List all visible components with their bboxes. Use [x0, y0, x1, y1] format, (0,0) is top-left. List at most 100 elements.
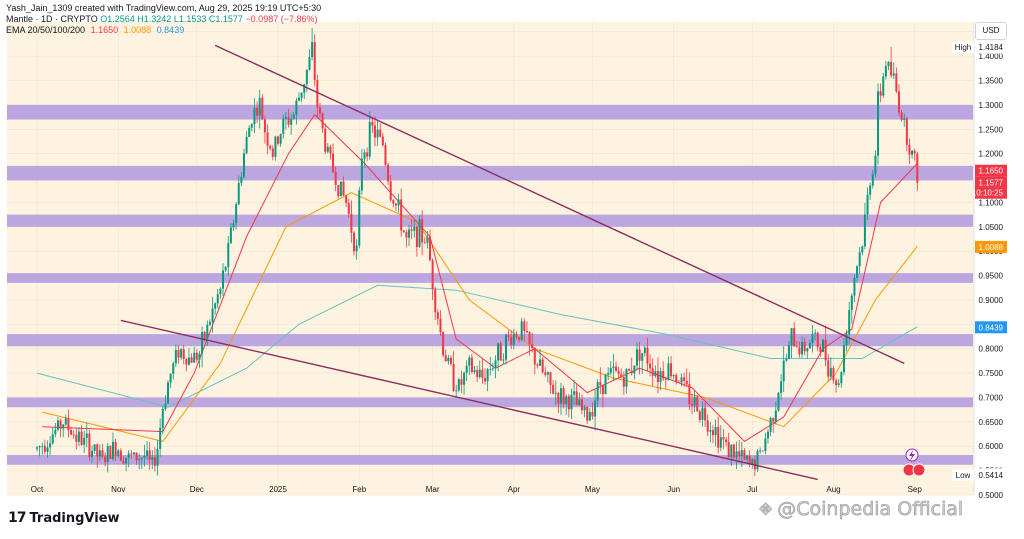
candle-body: [578, 399, 581, 406]
candle-body: [415, 226, 418, 247]
x-tick-label: Mar: [426, 485, 440, 494]
candle-body: [667, 363, 670, 380]
event-icons[interactable]: [902, 448, 926, 477]
price-label-tag-text: Low: [956, 471, 971, 480]
candle-body: [51, 434, 54, 444]
candle-body: [491, 368, 494, 370]
candle-body: [368, 121, 371, 157]
candle-body: [554, 392, 557, 394]
candle-body: [769, 418, 772, 432]
candle-body: [381, 136, 384, 146]
x-tick-label: Sep: [908, 485, 923, 494]
candle-body: [434, 289, 437, 313]
candle-body: [625, 369, 628, 387]
candle-body: [180, 349, 183, 358]
candle-body: [525, 330, 528, 333]
candle-body: [727, 442, 730, 458]
candle-body: [187, 357, 190, 365]
ema-lines: [36, 113, 918, 443]
ema-legend[interactable]: EMA 20/50/100/200 1.1650 1.0088 0.8439: [6, 25, 321, 36]
price-label-box: [975, 321, 1007, 334]
candle-body: [114, 441, 117, 456]
currency-selector[interactable]: USD: [975, 22, 1007, 40]
price-label: 1.1650: [975, 164, 1007, 177]
flag-icon[interactable]: [912, 463, 926, 477]
candle-body: [182, 349, 185, 359]
candle-body: [628, 369, 631, 371]
candle-body: [429, 236, 431, 261]
symbol-name[interactable]: Mantle · 1D · CRYPTO: [6, 14, 98, 24]
y-tick-label: 0.9500: [979, 272, 1004, 281]
ema20-value: 1.1650: [90, 25, 119, 35]
candle-body: [70, 430, 73, 435]
y-tick-label: 1.3500: [979, 77, 1004, 86]
candle-body: [156, 448, 159, 466]
candle-body: [211, 308, 214, 322]
candle-body: [772, 418, 775, 422]
candle-body: [153, 457, 156, 466]
candle-body: [499, 343, 502, 361]
candle-body: [620, 373, 623, 378]
high-value: H1.3242: [137, 14, 172, 24]
candle-body: [717, 427, 720, 448]
candle-body: [601, 385, 604, 395]
candle-body: [140, 458, 143, 460]
candle-body: [387, 164, 390, 182]
trendline[interactable]: [214, 44, 905, 364]
candle-body: [208, 321, 211, 325]
candle-body: [709, 430, 712, 432]
candle-body: [706, 420, 709, 432]
trendline[interactable]: [120, 319, 818, 481]
price-label-value: 1.1650: [979, 167, 1004, 176]
y-tick-label: 0.8000: [979, 345, 1004, 354]
candle-body: [654, 371, 657, 376]
candle-body: [659, 371, 662, 382]
candle-body: [897, 91, 900, 113]
chart-background: [7, 22, 974, 495]
candle-body: [410, 229, 413, 231]
time-axis[interactable]: Oct Nov Dec 2025 Feb Mar Apr May Jun Jul Aug Sep: [31, 485, 923, 494]
candle-body: [423, 242, 426, 244]
candle-body: [808, 343, 811, 349]
candle-body: [787, 345, 790, 359]
candle-body: [379, 129, 382, 137]
candle-body: [408, 229, 411, 238]
candle-body: [324, 128, 327, 152]
candle-body: [832, 368, 835, 381]
ema50-value: 1.0088: [123, 25, 152, 35]
candle-body: [617, 370, 620, 374]
candle-body: [829, 368, 832, 377]
candle-body: [421, 219, 424, 243]
lightning-bolt-glyph: [909, 450, 915, 461]
candle-body: [316, 80, 319, 108]
candle-body: [719, 437, 722, 448]
candle-body: [104, 456, 107, 463]
y-tick-label: 0.9000: [979, 296, 1004, 305]
candle-body: [528, 332, 531, 345]
candle-body: [101, 450, 104, 457]
candle-body: [470, 357, 473, 373]
candle-body: [677, 382, 680, 383]
tradingview-logo[interactable]: 17 TradingView: [8, 510, 120, 526]
candle-body: [460, 379, 463, 385]
candle-body: [565, 396, 568, 405]
candle-body: [132, 452, 135, 455]
candle-body: [845, 334, 848, 346]
candle-body: [560, 388, 562, 404]
support-resistance-zones: [7, 104, 973, 465]
candle-body: [303, 84, 306, 93]
ema20-line: [42, 113, 918, 443]
candle-body: [287, 116, 290, 125]
candle-body: [284, 116, 287, 119]
candle-body: [531, 344, 534, 349]
candle-body: [88, 433, 91, 457]
candle-body: [125, 457, 128, 464]
candle-body: [777, 392, 780, 411]
candle-body: [214, 303, 217, 309]
candle-body: [334, 172, 337, 186]
symbol-ohlc[interactable]: Mantle · 1D · CRYPTO O1.2564 H1.3242 L1.…: [6, 14, 321, 25]
price-axis[interactable]: 1.45001.40001.35001.30001.25001.20001.15…: [973, 22, 1004, 500]
legend: Yash_Jain_1309 created with TradingView.…: [6, 3, 321, 36]
chart-title: Yash_Jain_1309 created with TradingView.…: [6, 3, 322, 13]
